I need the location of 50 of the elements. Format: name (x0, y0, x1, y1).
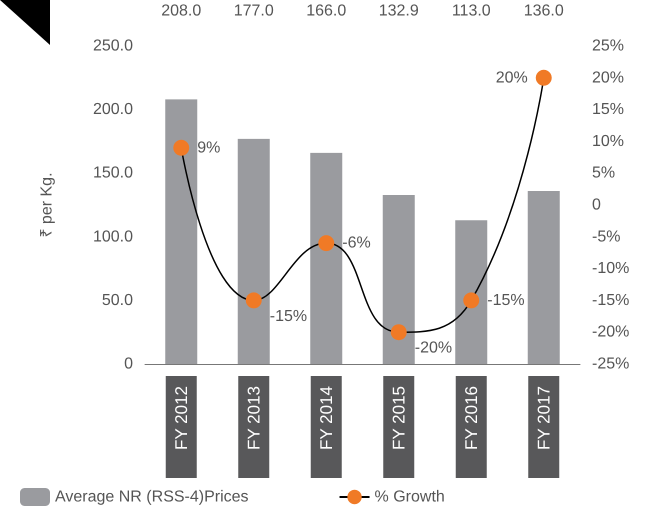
bar (382, 194, 415, 364)
data-label: 20% (496, 69, 528, 86)
data-label: 208.0 (161, 2, 202, 20)
y2-tick-label: -20% (592, 324, 630, 341)
y2-tick-label: 25% (592, 38, 624, 54)
data-label: -6% (342, 234, 371, 252)
y-tick-label: 100.0 (92, 228, 134, 246)
y2-tick-label: -10% (592, 260, 630, 278)
y2-tick-label: 20% (592, 69, 624, 86)
bar (455, 220, 488, 364)
point (463, 292, 480, 308)
x-tick-label: FY 2014 (316, 386, 336, 450)
data-label: 9% (197, 139, 220, 156)
y2-tick-label: 15% (592, 101, 624, 118)
x-tick-label: FY 2017 (534, 386, 554, 450)
y-tick-label: 50.0 (102, 292, 134, 309)
data-label: 132.9 (378, 2, 419, 20)
y2-tick-label: 0 (592, 196, 601, 214)
x-tick-label: FY 2012 (172, 386, 191, 450)
data-label: 177.0 (234, 2, 274, 20)
y-tick-label: 0 (124, 356, 134, 372)
point (318, 235, 334, 252)
x-tick-label: FY 2016 (462, 386, 481, 450)
y2-tick-label: -5% (592, 228, 620, 246)
data-label: 166.0 (306, 2, 346, 20)
point (246, 292, 262, 308)
y2-tick-label: 10% (592, 132, 624, 150)
y-axis-title: ₹ per Kg. (38, 172, 56, 238)
bar (238, 138, 270, 364)
y2-tick-label: 5% (592, 164, 616, 182)
y-tick-label: 200.0 (92, 101, 134, 118)
y-tick-label: 150.0 (92, 164, 134, 182)
point (536, 70, 552, 86)
y2-tick-label: -25% (592, 356, 630, 372)
x-tick-label: FY 2015 (389, 386, 408, 450)
legend-label: Average NR (RSS-4)Prices (55, 488, 249, 506)
point (390, 324, 407, 340)
bar (310, 152, 342, 364)
data-label: -20% (414, 340, 452, 357)
data-label: -15% (270, 308, 308, 325)
data-label: -15% (487, 292, 525, 309)
point (173, 140, 190, 156)
legend-label: % Growth (374, 488, 445, 506)
y-tick-label: 250.0 (92, 38, 134, 54)
data-label: 113.0 (452, 2, 491, 20)
bar (165, 99, 198, 364)
y2-tick-label: -15% (592, 292, 630, 309)
bar (528, 191, 560, 364)
x-tick-label: FY 2013 (244, 386, 264, 450)
data-label: 136.0 (524, 2, 564, 20)
